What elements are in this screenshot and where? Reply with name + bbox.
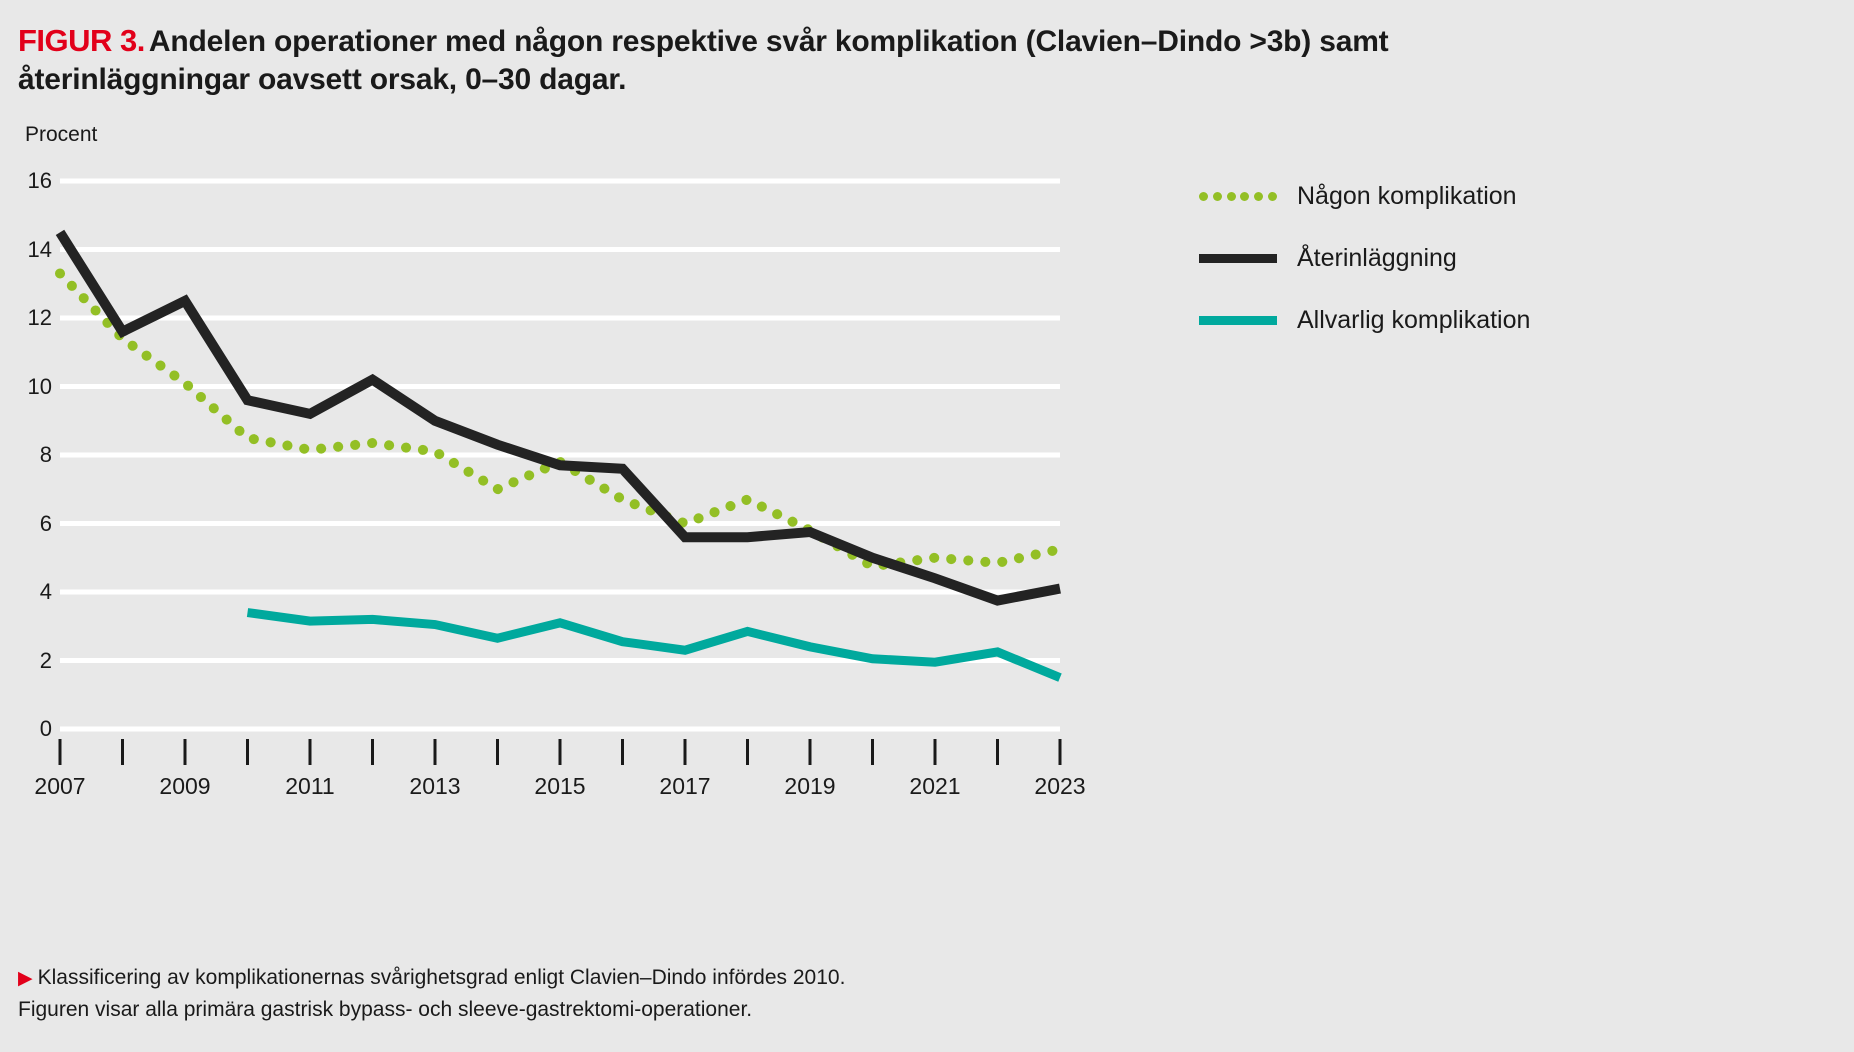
x-tick-label: 2015 — [534, 773, 586, 799]
legend-label: Allvarlig komplikation — [1297, 305, 1531, 334]
y-tick-label: 14 — [27, 236, 52, 262]
y-tick-label: 4 — [39, 579, 52, 604]
legend-swatch-icon — [1199, 186, 1277, 206]
chart-legend: Någon komplikation Återinläggning Allvarli… — [1199, 165, 1819, 351]
figure-title: FIGUR 3. Andelen operationer med någon re… — [18, 22, 1718, 99]
y-axis-title: Procent — [25, 123, 98, 146]
footnote-line-1: ▶ Klassificering av komplikationernas svå… — [18, 962, 1418, 994]
legend-swatch-icon — [1199, 310, 1277, 330]
y-tick-label: 10 — [27, 373, 52, 399]
triangle-bullet-icon: ▶ — [18, 968, 33, 989]
title-line-2: återinläggningar oavsett orsak, 0–30 dag… — [18, 63, 627, 96]
y-tick-label: 2 — [39, 647, 52, 673]
x-tick-label: 2021 — [909, 773, 961, 799]
y-tick-label: 6 — [39, 510, 52, 536]
legend-label: Återinläggning — [1297, 243, 1457, 272]
y-tick-label: 16 — [27, 168, 52, 193]
x-tick-label: 2013 — [409, 773, 461, 799]
figure-footnote: ▶ Klassificering av komplikationernas svå… — [18, 962, 1418, 1025]
figure-number-tag: FIGUR 3. — [18, 23, 145, 58]
footnote-line-2: Figuren visar alla primära gastrisk bypa… — [18, 998, 753, 1021]
y-tick-label: 12 — [27, 305, 52, 330]
legend-item[interactable]: Återinläggning — [1199, 227, 1819, 289]
legend-item[interactable]: Någon komplikation — [1199, 165, 1819, 227]
footnote-text-1: Klassificering av komplikationernas svår… — [37, 966, 846, 989]
y-axis-ticks: 0 2 4 6 8 10 12 14 16 — [0, 0, 52, 1052]
x-tick-label: 2023 — [1034, 773, 1086, 799]
legend-item[interactable]: Allvarlig komplikation — [1199, 289, 1819, 351]
x-tick-label: 2011 — [285, 773, 335, 799]
title-line-1: FIGUR 3. Andelen operationer med någon re… — [18, 22, 1718, 61]
legend-swatch-icon — [1199, 248, 1277, 268]
y-tick-label: 0 — [39, 716, 52, 741]
y-tick-label: 8 — [39, 442, 52, 467]
x-tick-label: 2007 — [34, 773, 86, 799]
legend-label: Någon komplikation — [1297, 181, 1517, 210]
title-text-1: Andelen operationer med någon respektive… — [148, 25, 1389, 58]
x-tick-label: 2019 — [784, 773, 836, 799]
x-tick-label: 2009 — [159, 773, 211, 799]
x-tick-label: 2017 — [659, 773, 711, 799]
